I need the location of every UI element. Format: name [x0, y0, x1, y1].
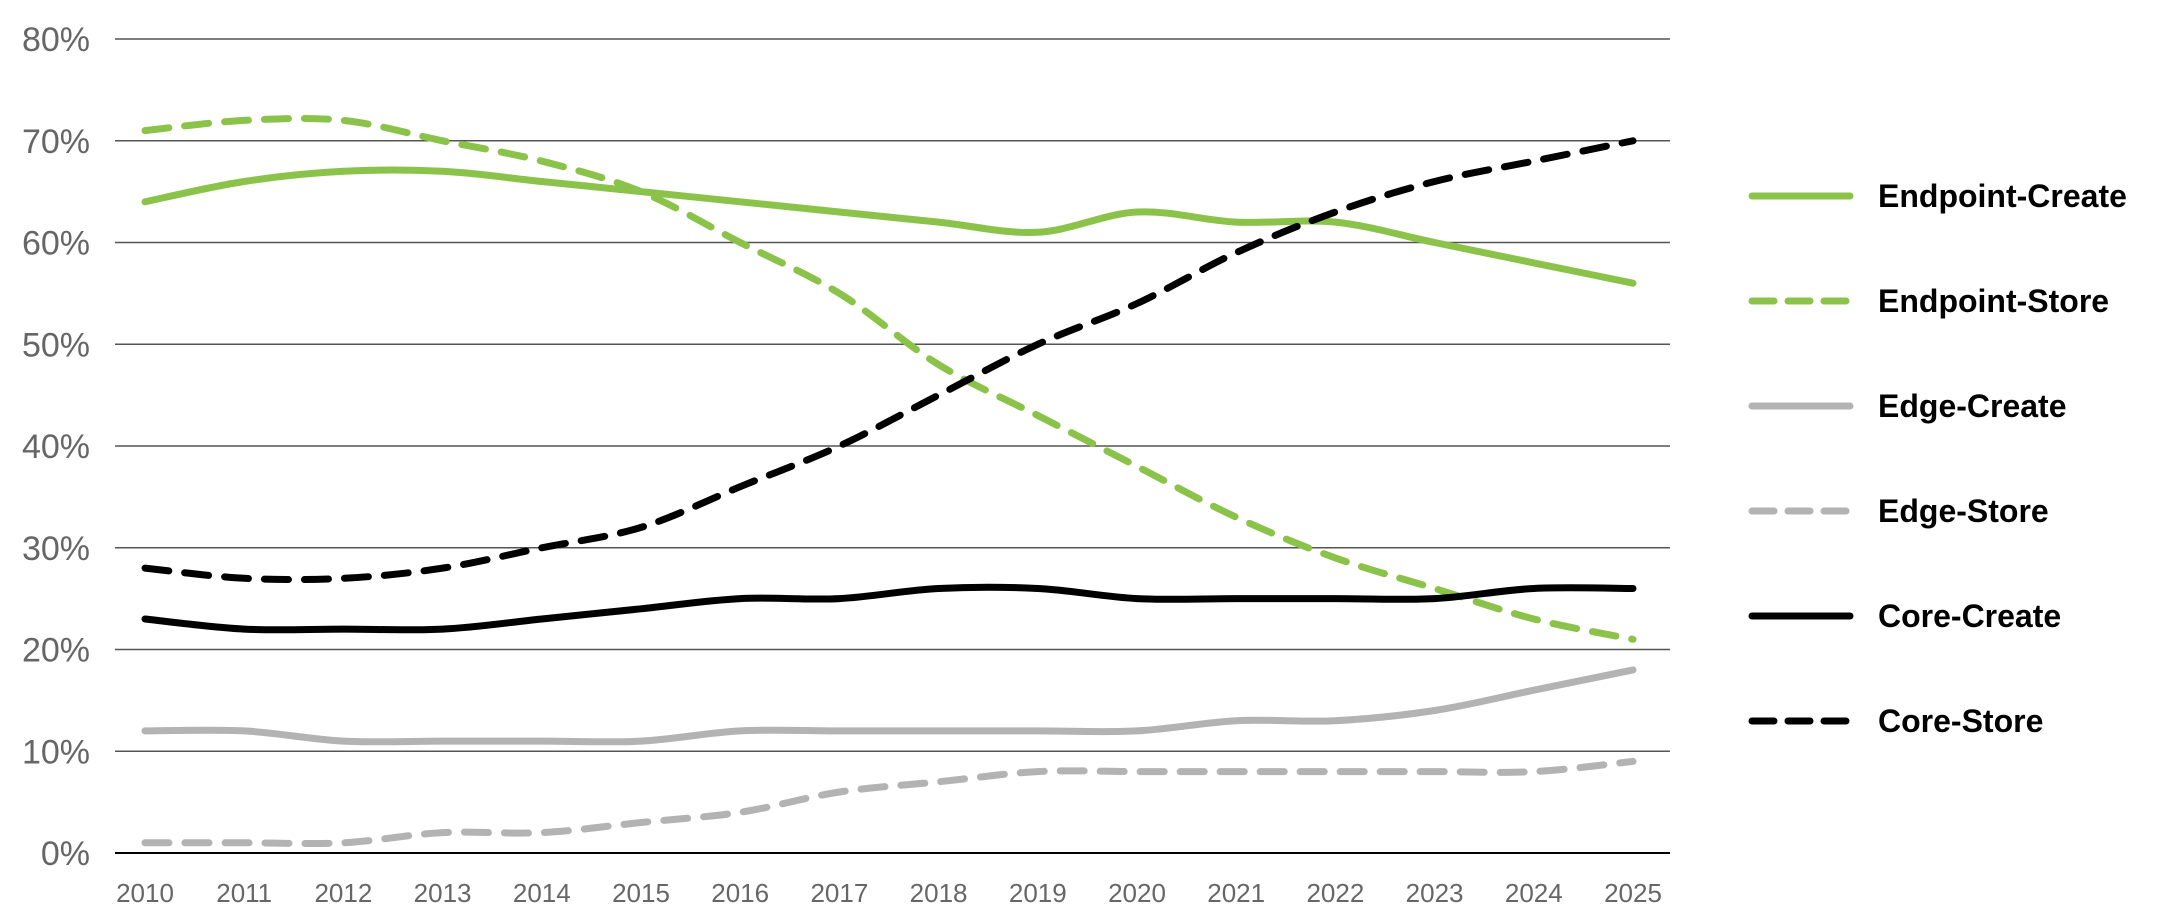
x-tick-label: 2011 — [216, 878, 272, 908]
x-tick-label: 2022 — [1306, 878, 1364, 908]
series-line-endpoint-store — [141, 114, 1637, 643]
series-lines — [141, 114, 1637, 848]
legend-label-edge-store: Edge-Store — [1878, 493, 2049, 529]
x-tick-label: 2023 — [1406, 878, 1464, 908]
y-tick-label: 0% — [41, 835, 90, 873]
legend-label-core-store: Core-Store — [1878, 703, 2043, 739]
y-tick-label: 10% — [22, 733, 90, 771]
legend-label-edge-create: Edge-Create — [1878, 388, 2067, 424]
y-tick-label: 80% — [22, 21, 90, 59]
x-tick-label: 2010 — [116, 878, 174, 908]
legend-label-endpoint-store: Endpoint-Store — [1878, 283, 2109, 319]
y-tick-label: 70% — [22, 123, 90, 161]
legend-label-core-create: Core-Create — [1878, 598, 2061, 634]
x-tick-label: 2025 — [1604, 878, 1662, 908]
y-tick-label: 60% — [22, 225, 90, 263]
x-tick-label: 2016 — [711, 878, 769, 908]
x-tick-label: 2019 — [1009, 878, 1067, 908]
series-line-edge-store — [141, 757, 1637, 848]
series-line-edge-create — [141, 666, 1637, 746]
y-tick-label: 40% — [22, 428, 90, 466]
series-line-endpoint-create — [141, 166, 1637, 287]
y-tick-label: 30% — [22, 530, 90, 568]
series-line-core-create — [141, 583, 1637, 634]
x-tick-label: 2013 — [414, 878, 472, 908]
x-tick-label: 2020 — [1108, 878, 1166, 908]
x-tick-label: 2014 — [513, 878, 571, 908]
x-tick-label: 2015 — [612, 878, 670, 908]
x-tick-label: 2012 — [314, 878, 372, 908]
x-tick-label: 2018 — [910, 878, 968, 908]
x-tick-label: 2017 — [810, 878, 868, 908]
series-line-core-store — [141, 137, 1637, 584]
grid-lines — [115, 38, 1670, 854]
x-tick-label: 2021 — [1207, 878, 1265, 908]
x-axis-ticks: 2010 2011 2012 2013 2014 2015 2016 2017 2018 2019… — [116, 878, 1662, 908]
y-tick-label: 20% — [22, 632, 90, 670]
y-axis-ticks: 0% 10% 20% 30% 40% 50% 60% 70% 80% — [22, 21, 90, 873]
legend: Endpoint-Create Endpoint-Store Edge-Create… — [1748, 178, 2127, 739]
y-tick-label: 50% — [22, 326, 90, 364]
legend-label-endpoint-create: Endpoint-Create — [1878, 178, 2127, 214]
x-tick-label: 2024 — [1505, 878, 1563, 908]
